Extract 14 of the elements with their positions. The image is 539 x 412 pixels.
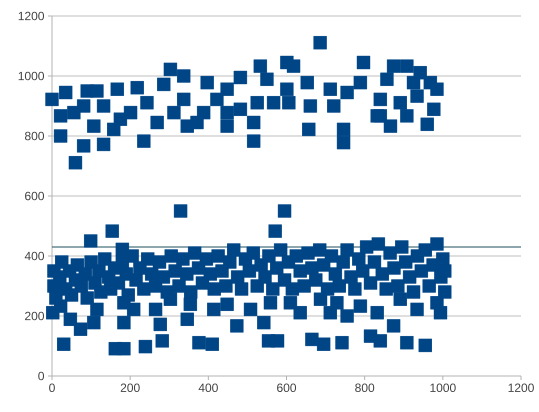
y-tick-label: 600 [25,192,44,200]
y-tick-label: 400 [24,252,44,260]
y-tick-label: 1000 [18,72,44,80]
x-tick-label: 1200 [508,384,534,392]
y-tick-label: 1200 [18,12,44,20]
y-tick-label: 200 [25,312,44,320]
x-tick-label: 400 [198,384,218,392]
x-tick-label: 1000 [430,384,456,392]
x-tick-label: 0 [49,384,55,392]
x-tick-label: 600 [277,384,296,392]
x-tick-label: 200 [120,384,140,392]
x-tick-label: 800 [355,384,374,392]
y-tick-label: 0 [38,372,44,380]
y-tick-label: 800 [24,132,44,140]
